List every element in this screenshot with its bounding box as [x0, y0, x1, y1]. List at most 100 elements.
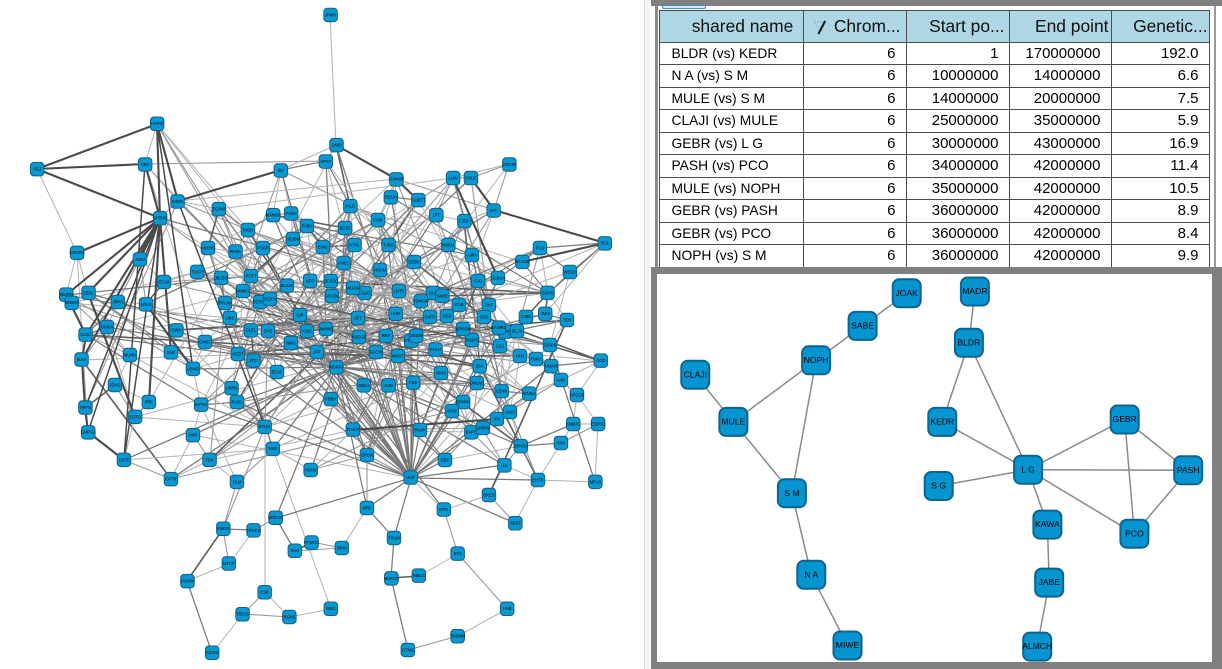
- svg-text:AHEC: AHEC: [338, 260, 349, 265]
- svg-text:MUNH: MUNH: [124, 352, 136, 357]
- svg-text:TFNCP: TFNCP: [346, 427, 360, 432]
- svg-text:FBBH: FBBH: [325, 397, 336, 402]
- svg-text:ALMCH: ALMCH: [1022, 641, 1052, 651]
- svg-text:GJJU: GJJU: [80, 332, 90, 337]
- svg-text:SGJ: SGJ: [33, 167, 41, 172]
- svg-text:SAE: SAE: [167, 350, 175, 355]
- svg-text:TOTAO: TOTAO: [253, 299, 267, 304]
- svg-text:GTNG: GTNG: [402, 647, 414, 652]
- svg-text:DBLU: DBLU: [358, 383, 369, 388]
- svg-text:GMPGA: GMPGA: [81, 430, 97, 435]
- svg-text:RKBJ: RKBJ: [243, 227, 253, 232]
- svg-text:SCSEC: SCSEC: [324, 278, 338, 283]
- svg-text:OPBN: OPBN: [361, 452, 373, 457]
- svg-text:DAPC: DAPC: [466, 430, 477, 435]
- svg-text:KWCRA: KWCRA: [69, 250, 85, 255]
- svg-text:RNR: RNR: [557, 440, 566, 445]
- svg-text:EEAF: EEAF: [272, 369, 283, 374]
- svg-text:ARAS: ARAS: [141, 302, 152, 307]
- svg-text:HGJBM: HGJBM: [286, 237, 301, 242]
- svg-text:CNNC: CNNC: [199, 339, 211, 344]
- svg-text:GEBR: GEBR: [1113, 414, 1137, 424]
- svg-text:PSSR: PSSR: [257, 246, 268, 251]
- svg-text:JOAD: JOAD: [110, 382, 121, 387]
- svg-text:JIGDW: JIGDW: [410, 333, 423, 338]
- svg-text:DKF: DKF: [485, 302, 494, 307]
- svg-text:TEN: TEN: [563, 317, 571, 322]
- svg-text:BPW: BPW: [337, 545, 346, 550]
- svg-text:APCF: APCF: [447, 408, 458, 413]
- svg-text:LUW: LUW: [449, 176, 458, 181]
- svg-text:UMRW: UMRW: [476, 425, 489, 430]
- svg-text:DEBK: DEBK: [408, 259, 419, 264]
- svg-text:JABE: JABE: [1038, 577, 1060, 587]
- svg-text:DUE: DUE: [429, 290, 438, 295]
- svg-text:FBKC: FBKC: [531, 356, 542, 361]
- svg-text:EFUD: EFUD: [259, 424, 270, 429]
- svg-text:LNWKW: LNWKW: [388, 177, 404, 182]
- svg-text:POWI: POWI: [286, 211, 297, 216]
- svg-text:TSM: TSM: [374, 217, 383, 222]
- svg-text:FBD: FBD: [409, 380, 417, 385]
- svg-text:BTS: BTS: [454, 551, 462, 556]
- svg-text:JBLED: JBLED: [215, 275, 228, 280]
- svg-text:PASH: PASH: [1177, 464, 1200, 474]
- svg-text:JOAK: JOAK: [895, 287, 918, 297]
- svg-text:JAOMN: JAOMN: [180, 579, 194, 584]
- svg-text:ONLND: ONLND: [470, 380, 484, 385]
- svg-text:CCBUA: CCBUA: [491, 275, 506, 280]
- svg-text:HFGOF: HFGOF: [570, 392, 585, 397]
- svg-text:RFIJM: RFIJM: [219, 300, 232, 305]
- svg-text:HNB: HNB: [503, 606, 512, 611]
- svg-text:NJN: NJN: [385, 383, 393, 388]
- svg-text:S G: S G: [931, 480, 946, 490]
- svg-text:DATE: DATE: [119, 457, 130, 462]
- svg-text:PRF: PRF: [145, 399, 154, 404]
- svg-text:GUBTT: GUBTT: [411, 198, 425, 203]
- svg-text:HKR: HKR: [189, 433, 198, 438]
- svg-text:KEDT: KEDT: [233, 351, 244, 356]
- svg-text:PAUH: PAUH: [414, 427, 425, 432]
- svg-text:OSFJG: OSFJG: [502, 162, 516, 167]
- svg-text:SWE: SWE: [268, 446, 278, 451]
- svg-text:MHGT: MHGT: [392, 353, 405, 358]
- svg-text:UGD: UGD: [442, 313, 451, 318]
- svg-text:OSUE: OSUE: [465, 176, 477, 181]
- svg-text:MRF: MRF: [363, 505, 372, 510]
- svg-text:IEC: IEC: [277, 168, 284, 173]
- svg-text:IUIME: IUIME: [172, 199, 184, 204]
- svg-text:KBJRN: KBJRN: [60, 292, 73, 297]
- svg-text:BAKK: BAKK: [230, 249, 241, 254]
- svg-text:HFC: HFC: [489, 208, 497, 213]
- svg-text:AGWC: AGWC: [206, 650, 219, 655]
- svg-text:LGJ: LGJ: [496, 343, 504, 348]
- svg-text:OLEL: OLEL: [246, 328, 257, 333]
- svg-text:HHR: HHR: [391, 311, 400, 316]
- svg-text:HPST: HPST: [320, 159, 331, 164]
- svg-text:MREOC: MREOC: [268, 515, 283, 520]
- svg-text:JNGPG: JNGPG: [465, 337, 479, 342]
- svg-text:EHTR: EHTR: [532, 477, 543, 482]
- svg-text:JMM: JMM: [541, 311, 550, 316]
- svg-text:IOO: IOO: [480, 314, 488, 319]
- svg-text:BCJO: BCJO: [340, 225, 351, 230]
- svg-text:MTCP: MTCP: [223, 561, 235, 566]
- svg-text:NPRGM: NPRGM: [455, 326, 471, 331]
- svg-text:OLM: OLM: [233, 479, 242, 484]
- svg-text:PTWOC: PTWOC: [304, 540, 319, 545]
- svg-text:WDUU: WDUU: [564, 269, 577, 274]
- svg-text:KAWA: KAWA: [1035, 519, 1060, 529]
- svg-text:ANENB: ANENB: [201, 245, 215, 250]
- svg-text:KEDR: KEDR: [930, 416, 954, 426]
- svg-text:TOK: TOK: [205, 457, 214, 462]
- svg-text:OHFIA: OHFIA: [101, 324, 114, 329]
- svg-text:NFPN: NFPN: [80, 405, 91, 410]
- svg-text:EBDL: EBDL: [83, 290, 94, 295]
- svg-text:SHE: SHE: [264, 328, 273, 333]
- svg-text:WUSSB: WUSSB: [515, 259, 530, 264]
- svg-text:MIWE: MIWE: [836, 640, 860, 650]
- svg-text:HHJ: HHJ: [516, 353, 524, 358]
- svg-text:IKHH: IKHH: [77, 357, 87, 362]
- svg-text:SMJE: SMJE: [437, 293, 448, 298]
- svg-text:NMMCL: NMMCL: [235, 288, 251, 293]
